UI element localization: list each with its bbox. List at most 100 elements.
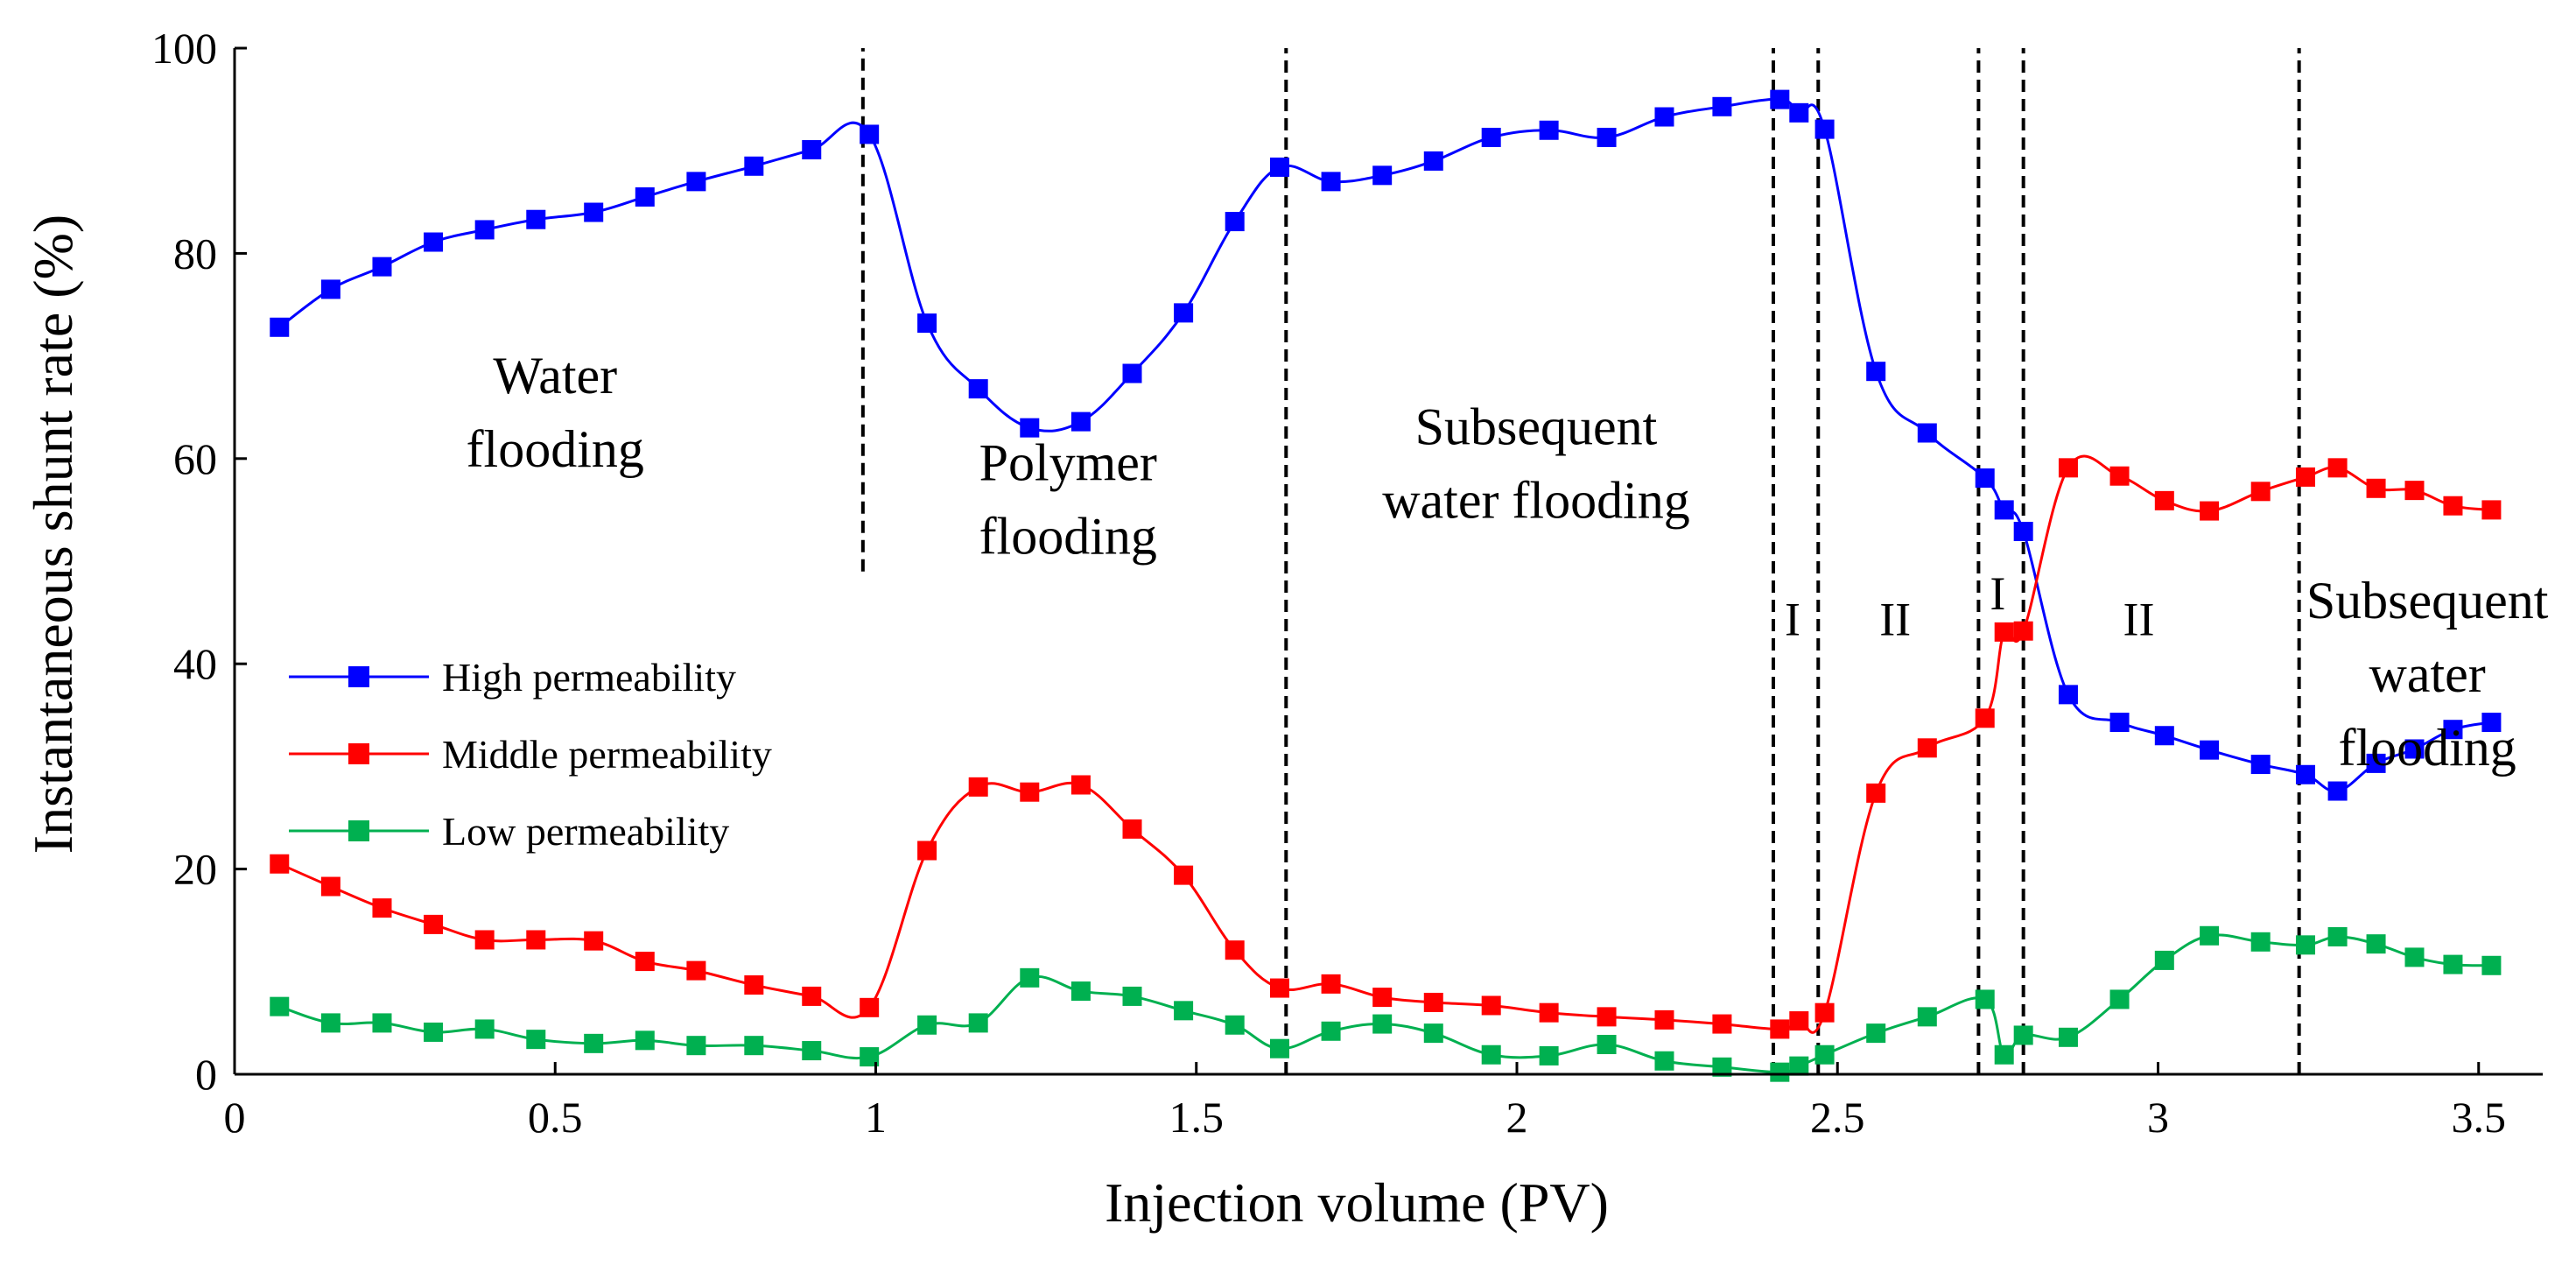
data-point-marker xyxy=(1712,1057,1732,1077)
phase-annotations: Water flooding Polymer flooding Subsequent wa… xyxy=(467,347,2549,777)
x-tick-label: 0.5 xyxy=(528,1093,583,1142)
data-point-marker xyxy=(2013,621,2033,641)
data-point-marker xyxy=(1372,165,1393,186)
y-tick-label: 100 xyxy=(151,24,217,73)
phase-label: Subsequent water flooding xyxy=(1382,398,1690,530)
legend-swatch-marker xyxy=(348,820,369,841)
data-point-marker xyxy=(1225,940,1245,960)
data-point-marker xyxy=(1321,172,1341,192)
x-tick-label: 0 xyxy=(224,1093,246,1142)
data-point-marker xyxy=(2295,467,2315,487)
data-point-marker xyxy=(474,220,495,240)
data-point-marker xyxy=(968,379,988,399)
data-point-marker xyxy=(270,854,290,874)
data-point-marker xyxy=(635,1030,655,1051)
data-point-marker xyxy=(2443,720,2463,740)
data-point-marker xyxy=(2250,932,2271,952)
data-point-marker xyxy=(2154,490,2174,510)
data-point-marker xyxy=(2058,685,2078,705)
data-point-marker xyxy=(584,202,604,222)
data-point-marker xyxy=(1770,1019,1790,1039)
data-point-marker xyxy=(1814,1044,1835,1065)
data-point-marker xyxy=(1269,1038,1289,1059)
data-point-marker xyxy=(474,1019,495,1039)
data-point-marker xyxy=(1122,986,1142,1006)
data-point-marker xyxy=(372,257,392,277)
data-point-marker xyxy=(1122,819,1142,839)
data-point-marker xyxy=(744,1036,764,1056)
data-point-marker xyxy=(526,1030,546,1050)
data-point-marker xyxy=(2109,989,2130,1009)
data-point-marker xyxy=(860,997,880,1017)
y-axis-title: Instantaneous shunt rate (%) xyxy=(22,215,84,854)
data-point-marker xyxy=(2366,753,2386,773)
axes: 0 0.5 1 1.5 2 2.5 3 3.5 0 20 40 60 80 100 xyxy=(151,24,2543,1142)
data-point-marker xyxy=(1174,1001,1194,1021)
legend-label-low: Low permeability xyxy=(442,809,729,854)
data-point-marker xyxy=(2327,926,2348,946)
data-point-marker xyxy=(1372,1014,1393,1034)
x-tick-label: 2.5 xyxy=(1810,1093,1865,1142)
data-point-marker xyxy=(1539,1045,1559,1066)
data-point-marker xyxy=(1174,865,1194,885)
data-point-marker xyxy=(686,1036,706,1056)
series-middle-permeability xyxy=(270,454,2502,1039)
data-point-marker xyxy=(1225,212,1245,232)
data-point-marker xyxy=(1020,967,1040,988)
data-point-marker xyxy=(1654,1051,1674,1071)
data-point-marker xyxy=(2481,955,2502,975)
data-point-marker xyxy=(2200,501,2220,521)
data-point-marker xyxy=(968,777,988,797)
data-point-marker xyxy=(1070,775,1091,795)
data-point-marker xyxy=(1070,981,1091,1002)
data-point-marker xyxy=(372,1013,392,1033)
data-point-marker xyxy=(2154,726,2174,746)
data-point-marker xyxy=(320,1013,340,1033)
data-point-marker xyxy=(270,317,290,337)
data-point-marker xyxy=(1020,782,1040,802)
data-point-marker xyxy=(1372,988,1393,1008)
data-point-marker xyxy=(2404,947,2425,967)
data-point-marker xyxy=(1814,1002,1835,1023)
data-point-marker xyxy=(1814,119,1835,139)
phase-label: Polymer flooding xyxy=(979,434,1157,566)
y-tick-label: 40 xyxy=(173,639,217,688)
data-point-marker xyxy=(1225,1015,1245,1035)
phase-label: Water flooding xyxy=(467,347,644,478)
data-point-marker xyxy=(1481,1044,1501,1065)
data-point-marker xyxy=(1481,127,1501,147)
data-point-marker xyxy=(1654,107,1674,127)
data-point-marker xyxy=(802,986,822,1006)
data-point-marker xyxy=(2295,935,2315,955)
data-point-marker xyxy=(1020,418,1040,438)
series-high-permeability xyxy=(270,89,2502,801)
data-point-marker xyxy=(1712,1014,1732,1034)
data-point-marker xyxy=(424,1022,444,1042)
data-point-marker xyxy=(1917,738,1937,758)
data-point-marker xyxy=(1975,989,1995,1009)
data-point-marker xyxy=(917,1015,937,1035)
data-point-marker xyxy=(2404,739,2425,759)
x-tick-label: 3.5 xyxy=(2452,1093,2507,1142)
data-point-marker xyxy=(1423,992,1443,1012)
data-point-marker xyxy=(2250,755,2271,775)
y-tick-label: 0 xyxy=(195,1050,217,1099)
data-point-marker xyxy=(1321,974,1341,994)
data-point-marker xyxy=(2481,500,2502,520)
data-point-marker xyxy=(584,1033,604,1053)
data-point-marker xyxy=(1866,362,1886,382)
data-point-marker xyxy=(1597,1035,1617,1055)
sub-phase-label: II xyxy=(1879,593,1911,645)
data-point-marker xyxy=(917,840,937,861)
data-point-marker xyxy=(1269,157,1289,177)
data-point-marker xyxy=(1122,363,1142,383)
data-point-marker xyxy=(1994,1044,2014,1065)
data-point-marker xyxy=(2295,764,2315,784)
data-point-marker xyxy=(1994,500,2014,520)
data-point-marker xyxy=(270,996,290,1016)
data-point-marker xyxy=(1994,622,2014,642)
data-point-marker xyxy=(2013,1025,2033,1045)
legend-entry-low: Low permeability xyxy=(289,809,729,854)
data-point-marker xyxy=(2327,781,2348,801)
